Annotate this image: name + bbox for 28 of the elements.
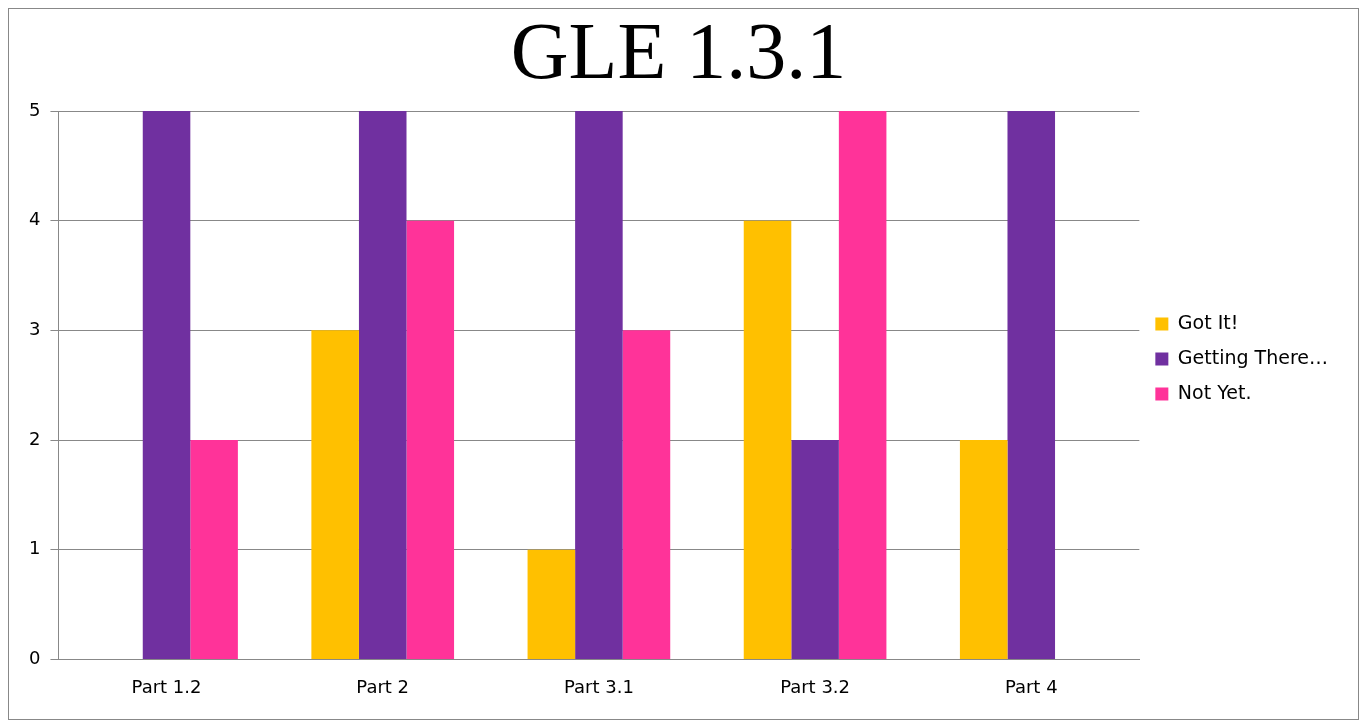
bar — [190, 440, 238, 659]
bar — [527, 549, 576, 659]
y-tick-label: 4 — [29, 208, 41, 230]
y-tick-label: 2 — [29, 427, 41, 449]
y-tick-label: 0 — [29, 647, 41, 669]
x-tick-label: Part 3.1 — [563, 675, 634, 697]
legend-label: Got It! — [1177, 310, 1239, 333]
bar — [575, 111, 623, 659]
bar — [142, 111, 191, 659]
x-tick-label: Part 3.2 — [780, 675, 851, 697]
chart-title: GLE 1.3.1 — [510, 7, 847, 96]
bar — [358, 111, 407, 659]
bar — [1007, 111, 1056, 659]
bar — [959, 440, 1008, 659]
x-tick-label: Part 4 — [1004, 675, 1058, 697]
bar — [791, 440, 839, 659]
x-tick-label: Part 1.2 — [131, 675, 202, 697]
y-tick-label: 1 — [29, 537, 41, 559]
bar — [622, 330, 671, 659]
bar — [743, 220, 792, 659]
bar — [406, 220, 455, 659]
bar — [838, 111, 887, 659]
legend-label: Not Yet. — [1177, 380, 1252, 403]
x-tick-label: Part 2 — [356, 675, 410, 697]
y-tick-label: 3 — [29, 318, 41, 340]
legend-label: Getting There… — [1177, 345, 1328, 368]
y-tick-label: 5 — [29, 98, 41, 120]
bar — [311, 330, 359, 659]
